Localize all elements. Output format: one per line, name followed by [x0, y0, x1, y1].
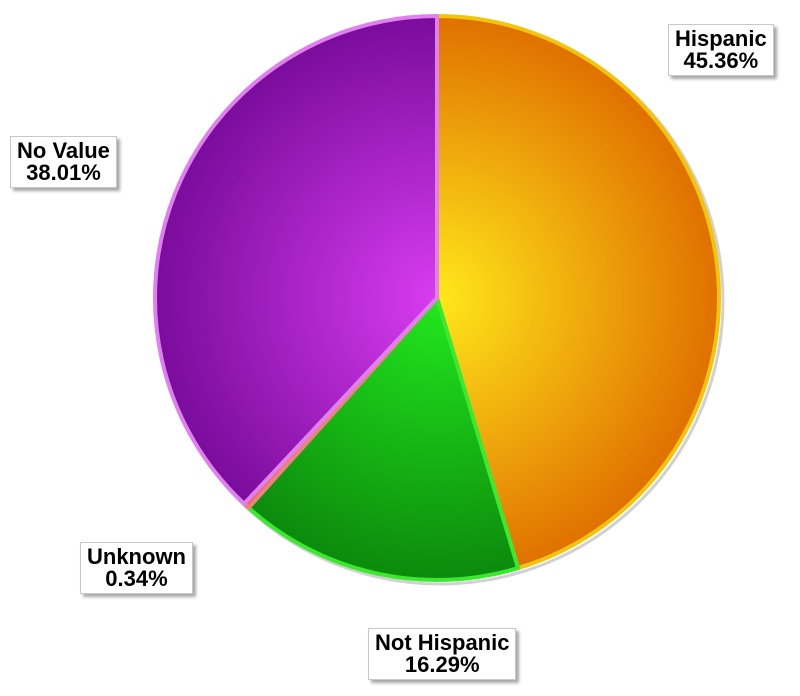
pie-slice-no-value	[153, 14, 439, 506]
slice-label-not-hispanic-name: Not Hispanic	[375, 630, 510, 655]
slice-label-no-value-name: No Value	[17, 138, 110, 163]
slice-label-hispanic: Hispanic 45.36%	[668, 24, 774, 76]
slice-label-not-hispanic-value: 16.29%	[404, 652, 480, 677]
pie-slice-hispanic	[435, 14, 721, 571]
slice-label-hispanic-value: 45.36%	[683, 48, 759, 73]
slice-label-not-hispanic: Not Hispanic 16.29%	[368, 628, 517, 680]
slice-label-unknown-name: Unknown	[87, 544, 186, 569]
slice-label-unknown-value: 0.34%	[105, 566, 168, 591]
slice-label-hispanic-name: Hispanic	[675, 26, 767, 51]
slice-label-no-value-value: 38.01%	[26, 160, 101, 185]
slice-label-unknown: Unknown 0.34%	[80, 542, 193, 594]
pie-slice-not-hispanic	[246, 296, 521, 582]
slice-label-no-value: No Value 38.01%	[10, 136, 117, 188]
